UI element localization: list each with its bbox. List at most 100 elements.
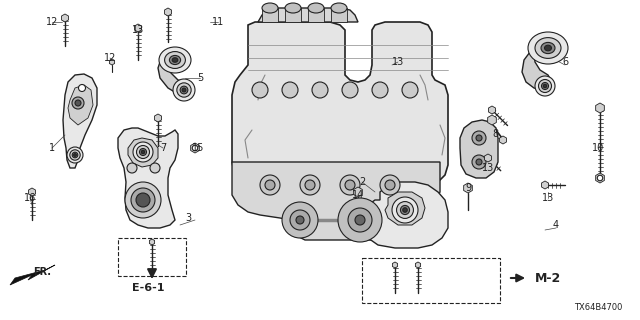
- Circle shape: [385, 180, 395, 190]
- Polygon shape: [10, 265, 55, 285]
- Ellipse shape: [535, 76, 555, 96]
- Circle shape: [348, 208, 372, 232]
- Ellipse shape: [136, 146, 150, 158]
- Text: FR.: FR.: [33, 267, 51, 277]
- Polygon shape: [164, 8, 172, 16]
- Polygon shape: [232, 162, 440, 240]
- Circle shape: [300, 175, 320, 195]
- Circle shape: [380, 175, 400, 195]
- Circle shape: [150, 163, 160, 173]
- Polygon shape: [308, 8, 324, 22]
- Ellipse shape: [180, 86, 188, 94]
- Polygon shape: [68, 85, 93, 125]
- Circle shape: [127, 163, 137, 173]
- Circle shape: [402, 82, 418, 98]
- Text: 4: 4: [553, 220, 559, 230]
- Circle shape: [345, 180, 355, 190]
- Ellipse shape: [67, 147, 83, 163]
- Text: 15: 15: [192, 143, 204, 153]
- Polygon shape: [154, 114, 161, 122]
- Ellipse shape: [177, 83, 191, 97]
- Ellipse shape: [541, 42, 555, 53]
- Polygon shape: [522, 52, 552, 90]
- Bar: [118, 238, 186, 276]
- Circle shape: [476, 159, 482, 165]
- Circle shape: [282, 82, 298, 98]
- Polygon shape: [362, 182, 448, 248]
- Ellipse shape: [308, 3, 324, 13]
- Polygon shape: [488, 115, 497, 125]
- Polygon shape: [158, 60, 192, 96]
- Ellipse shape: [172, 58, 178, 62]
- Polygon shape: [149, 239, 155, 245]
- Circle shape: [296, 216, 304, 224]
- Circle shape: [372, 82, 388, 98]
- Ellipse shape: [173, 79, 195, 101]
- Ellipse shape: [543, 84, 547, 88]
- Polygon shape: [596, 173, 604, 183]
- Circle shape: [265, 180, 275, 190]
- Polygon shape: [191, 143, 199, 153]
- Circle shape: [340, 175, 360, 195]
- Ellipse shape: [538, 79, 552, 92]
- Polygon shape: [262, 8, 278, 22]
- Circle shape: [282, 202, 318, 238]
- Text: 12: 12: [46, 17, 58, 27]
- Ellipse shape: [141, 150, 145, 154]
- Ellipse shape: [403, 208, 407, 212]
- Text: 12: 12: [104, 53, 116, 63]
- Bar: [362, 258, 500, 303]
- Text: 13: 13: [482, 163, 494, 173]
- Circle shape: [338, 198, 382, 242]
- Polygon shape: [285, 8, 301, 22]
- Circle shape: [260, 175, 280, 195]
- Polygon shape: [29, 188, 35, 196]
- Text: 1: 1: [49, 143, 55, 153]
- Ellipse shape: [392, 197, 418, 223]
- Text: 13: 13: [542, 193, 554, 203]
- Polygon shape: [484, 154, 492, 162]
- Text: 7: 7: [160, 143, 166, 153]
- Circle shape: [472, 155, 486, 169]
- Text: M-2: M-2: [535, 271, 561, 284]
- Polygon shape: [63, 74, 97, 168]
- Text: 13: 13: [392, 57, 404, 67]
- Polygon shape: [488, 106, 495, 114]
- Polygon shape: [134, 24, 141, 32]
- Ellipse shape: [285, 3, 301, 13]
- Polygon shape: [541, 181, 548, 189]
- Ellipse shape: [140, 148, 147, 156]
- Circle shape: [472, 131, 486, 145]
- Circle shape: [597, 175, 603, 181]
- Ellipse shape: [397, 202, 413, 219]
- Text: 3: 3: [185, 213, 191, 223]
- Circle shape: [192, 145, 198, 151]
- Text: 10: 10: [592, 143, 604, 153]
- Text: E-6-1: E-6-1: [132, 283, 164, 293]
- Circle shape: [476, 135, 482, 141]
- Ellipse shape: [401, 205, 410, 214]
- Polygon shape: [232, 22, 448, 200]
- Ellipse shape: [545, 45, 552, 51]
- Polygon shape: [118, 128, 178, 228]
- Polygon shape: [385, 192, 425, 225]
- Polygon shape: [128, 138, 158, 167]
- Ellipse shape: [182, 88, 186, 92]
- Polygon shape: [354, 187, 362, 197]
- Polygon shape: [109, 59, 115, 65]
- Circle shape: [79, 84, 86, 92]
- Circle shape: [290, 210, 310, 230]
- Text: 14: 14: [352, 190, 364, 200]
- Polygon shape: [392, 262, 397, 268]
- Text: TX64B4700: TX64B4700: [574, 303, 622, 313]
- Text: 6: 6: [562, 57, 568, 67]
- Ellipse shape: [528, 32, 568, 64]
- Circle shape: [75, 100, 81, 106]
- Circle shape: [355, 215, 365, 225]
- Circle shape: [342, 82, 358, 98]
- Ellipse shape: [164, 52, 186, 68]
- Circle shape: [72, 97, 84, 109]
- Circle shape: [312, 82, 328, 98]
- Polygon shape: [415, 262, 420, 268]
- Polygon shape: [596, 103, 604, 113]
